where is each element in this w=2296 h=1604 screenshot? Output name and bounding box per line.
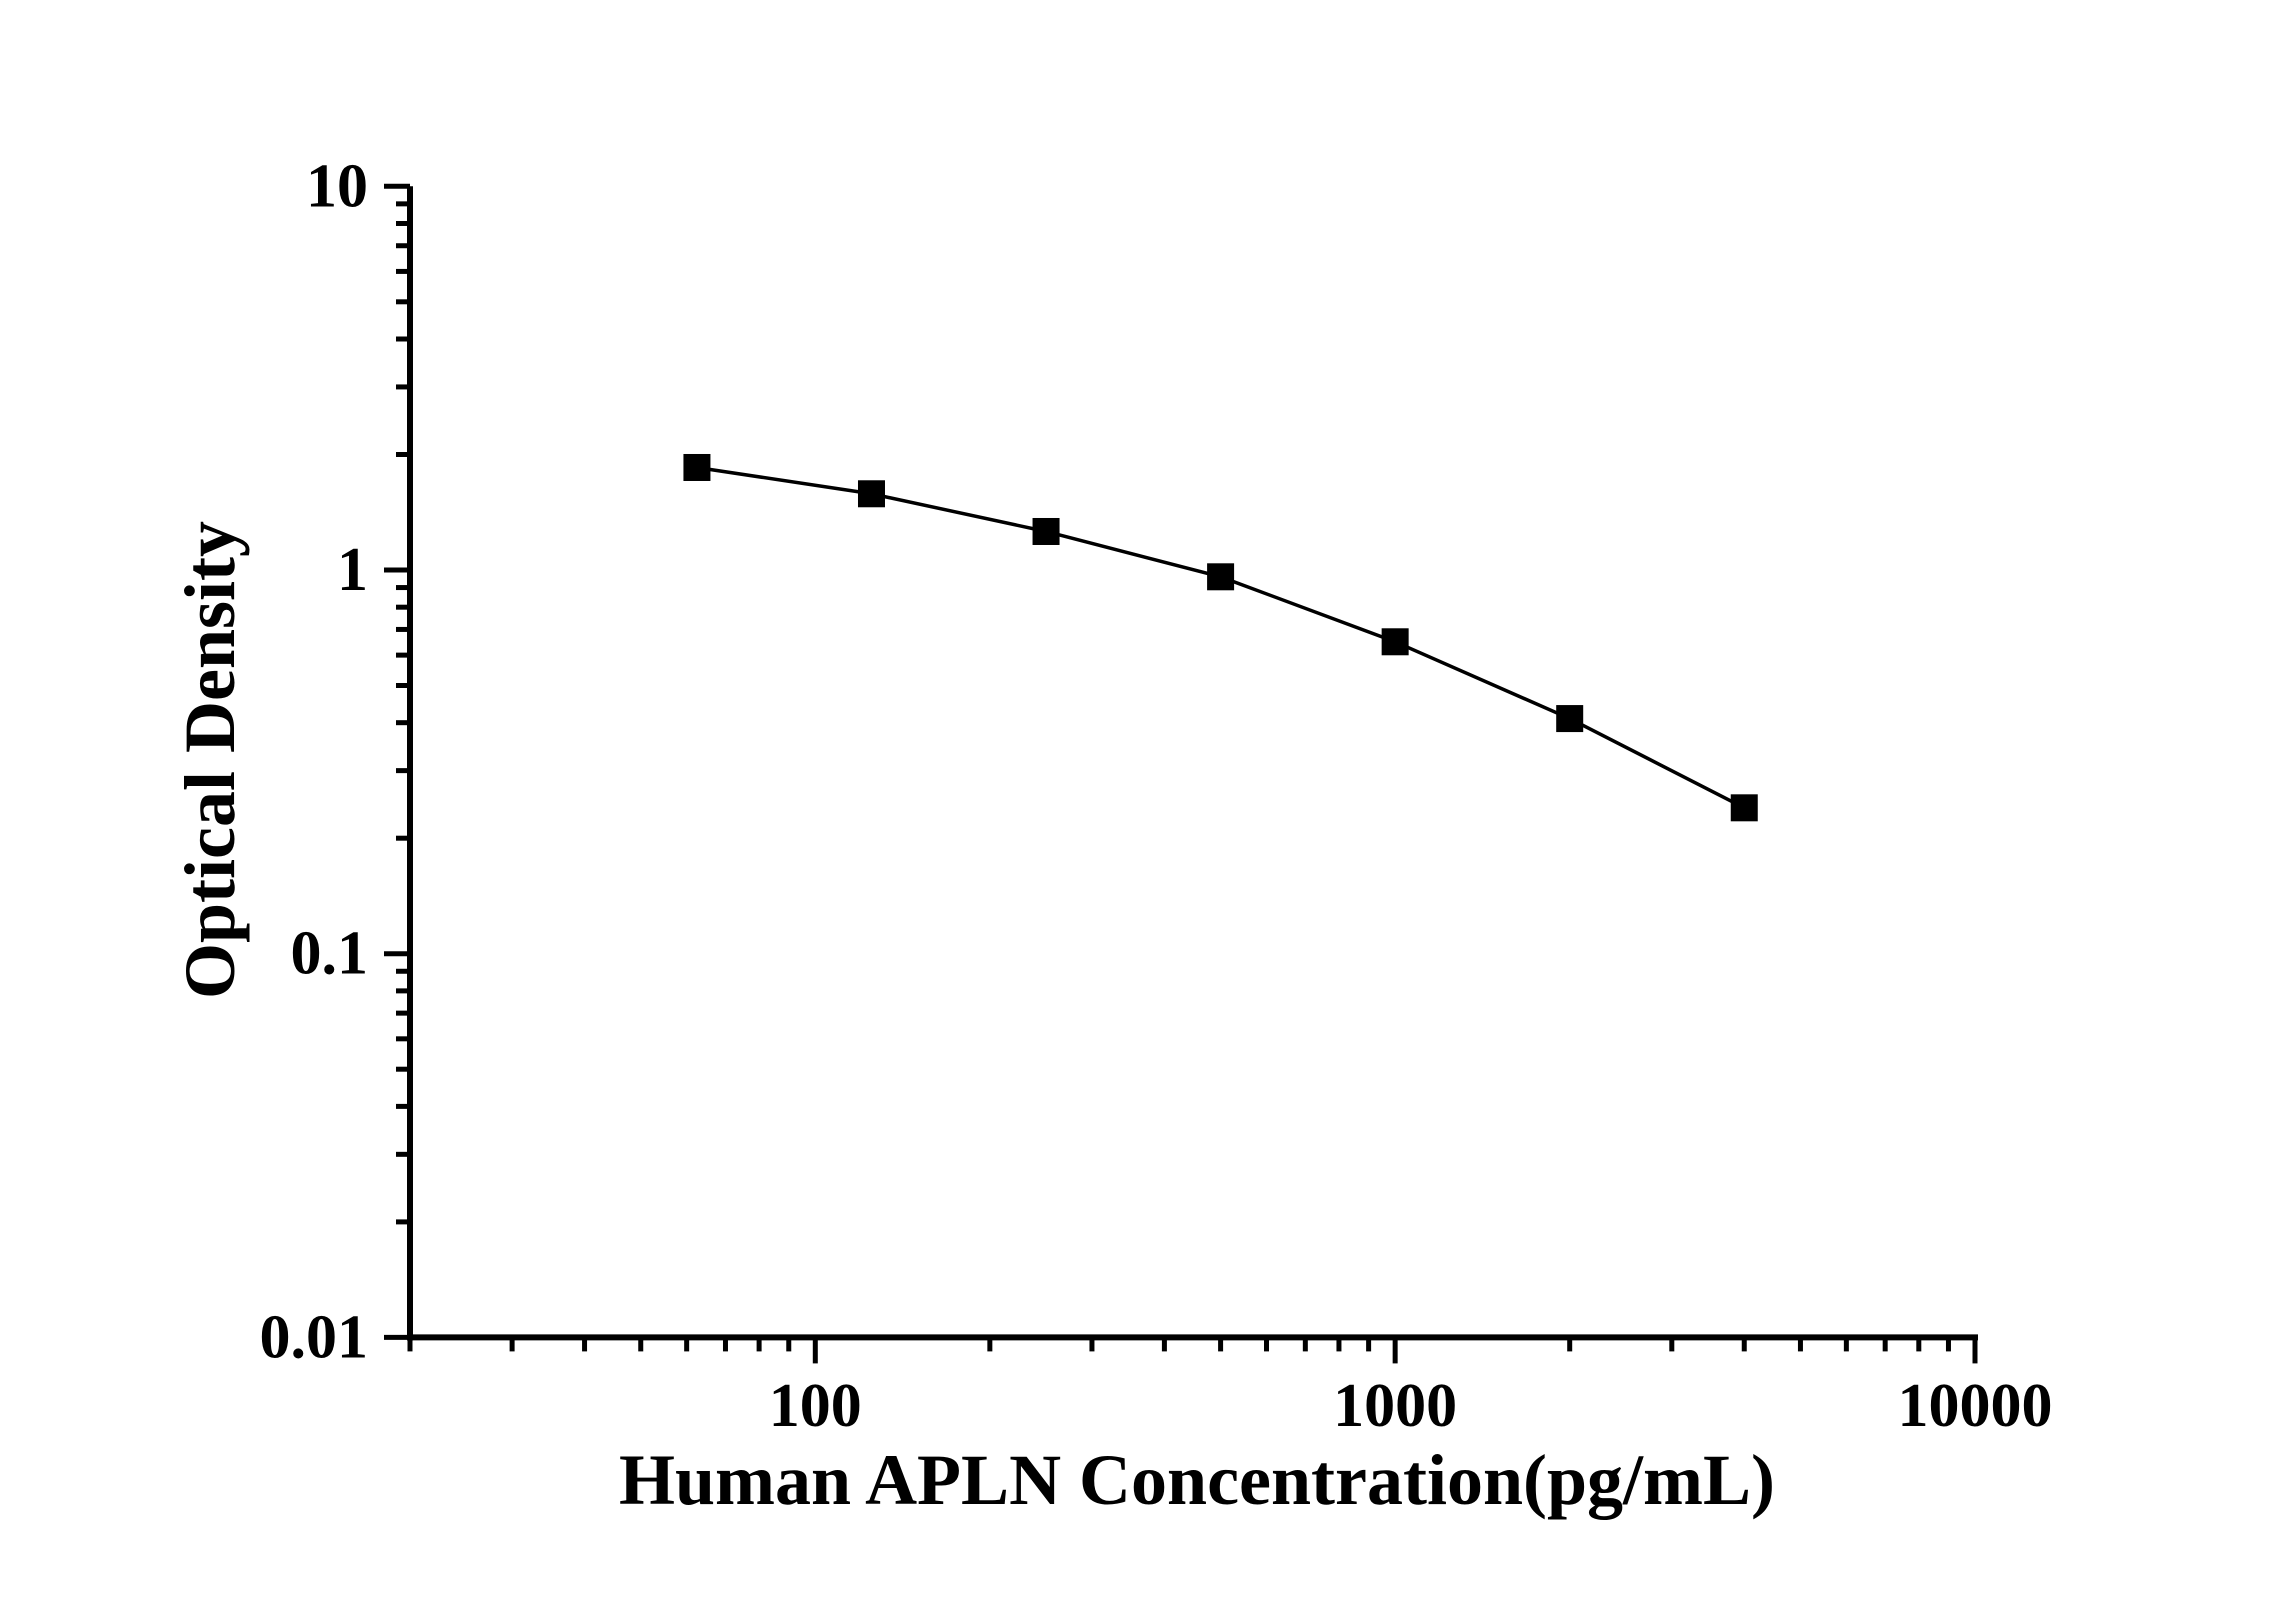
data-point-marker-2000 <box>1556 705 1584 733</box>
data-point-marker-4000 <box>1730 794 1758 822</box>
data-point-marker-1000 <box>1381 628 1409 656</box>
x-axis-title: Human APLN Concentration(pg/mL) <box>619 1440 1775 1520</box>
y-tick-label: 0.1 <box>291 920 369 988</box>
x-tick-label: 100 <box>769 1372 862 1440</box>
plot-layer: 10 1 0.1 0.01 100 1000 10000 <box>260 152 2053 1440</box>
y-tick-label: 1 <box>337 536 368 604</box>
x-tick-label: 10000 <box>1897 1372 2052 1440</box>
standard-curve-line <box>696 465 1746 810</box>
data-point-marker-500 <box>1207 563 1235 591</box>
y-tick-label: 0.01 <box>260 1303 369 1371</box>
x-tick-label: 1000 <box>1333 1372 1457 1440</box>
y-axis-title: Optical Density <box>170 521 250 999</box>
data-point-marker-250 <box>1032 517 1060 545</box>
data-point-marker-125 <box>857 480 885 508</box>
y-tick-label: 10 <box>306 152 368 220</box>
data-point-marker-62.5 <box>683 453 711 481</box>
